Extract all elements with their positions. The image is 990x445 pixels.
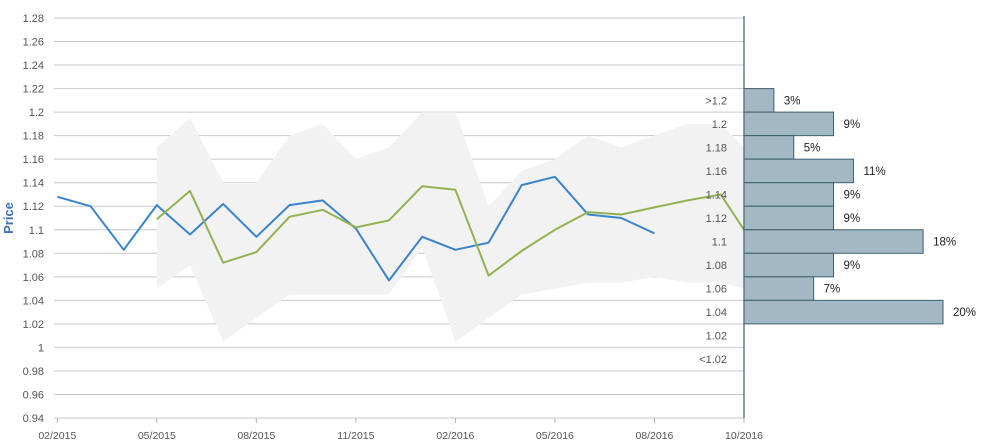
x-tick-label: 08/2016 <box>635 430 673 442</box>
histogram-percent-label: 9% <box>844 213 861 225</box>
y-tick-label: 1.02 <box>23 319 44 331</box>
histogram-percent-label: 11% <box>863 166 885 178</box>
y-tick-label: 1.28 <box>23 13 44 25</box>
series-lines <box>57 175 745 282</box>
histogram-percent-label: 9% <box>844 119 861 131</box>
x-tick-label: 05/2016 <box>536 430 574 442</box>
histogram-bin-label: <1.02 <box>699 354 727 366</box>
histogram-bin-label: 1.08 <box>706 260 727 272</box>
y-tick-label: 0.96 <box>23 389 44 401</box>
x-tick-label: 02/2016 <box>436 430 474 442</box>
y-tick-label: 1.1 <box>29 225 44 237</box>
histogram-bin-label: 1.14 <box>706 189 727 201</box>
y-tick-label: 1 <box>38 342 44 354</box>
y-tick-label: 1.12 <box>23 201 44 213</box>
histogram-percent-label: 18% <box>933 237 956 249</box>
histogram-bin-label: 1.12 <box>706 213 727 225</box>
x-tick-label: 11/2015 <box>337 430 374 442</box>
histogram-bin-label: 1.06 <box>706 284 727 296</box>
histogram-bar <box>743 88 775 113</box>
histogram-percent-label: 5% <box>804 142 821 154</box>
y-axis-label: Price <box>1 202 16 234</box>
y-tick-label: 1.04 <box>23 295 44 307</box>
histogram-bar <box>743 182 835 207</box>
histogram-bin-label: 1.18 <box>706 142 727 154</box>
histogram-percent-label: 3% <box>784 95 801 107</box>
histogram-bin-label: 1.02 <box>706 331 727 343</box>
range-band <box>156 112 745 342</box>
histogram-bar <box>743 135 795 160</box>
price-line-green <box>156 185 745 277</box>
x-tick-label: 05/2015 <box>138 430 176 442</box>
histogram-bar <box>743 205 835 231</box>
y-tick-label: 0.98 <box>23 366 44 378</box>
histogram-bin-label: 1.1 <box>712 237 727 249</box>
price-line-blue <box>57 175 655 282</box>
histogram-percent-label: 7% <box>824 284 841 296</box>
histogram-bin-label: 1.2 <box>712 119 727 131</box>
histogram-bin-label: 1.16 <box>706 166 727 178</box>
histogram-percent-label: 20% <box>953 307 976 319</box>
y-tick-label: 1.06 <box>23 272 44 284</box>
y-tick-label: 1.16 <box>23 154 44 166</box>
range-band-area <box>156 112 745 342</box>
x-tick-label: 02/2015 <box>38 430 76 442</box>
histogram-bar <box>743 252 835 278</box>
histogram-percent-label: 9% <box>844 260 861 272</box>
axes: 0.94 0.96 0.98 1 1.02 1.04 1.06 1.08 1.1 1.12 1.14… <box>23 13 764 442</box>
y-tick-label: 1.22 <box>23 84 44 96</box>
histogram-bar <box>743 158 854 184</box>
y-tick-label: 1.24 <box>23 60 44 72</box>
y-tick-label: 0.94 <box>23 413 44 425</box>
y-tick-label: 1.26 <box>23 37 44 49</box>
x-tick-label: 08/2015 <box>237 430 275 442</box>
histogram-bar <box>743 229 924 254</box>
histogram-bar <box>743 111 835 137</box>
x-tick-label: 10/2016 <box>725 430 763 442</box>
histogram-bin-label: 1.04 <box>706 307 727 319</box>
histogram: >1.2 1.2 1.18 1.16 1.14 1.12 1.1 1.08 1.06 1.04 1.… <box>699 88 976 366</box>
histogram-bar <box>743 299 944 325</box>
histogram-bar <box>743 276 815 301</box>
y-tick-label: 1.18 <box>23 131 44 143</box>
y-tick-label: 1.14 <box>23 178 44 190</box>
y-tick-label: 1.08 <box>23 248 44 260</box>
y-tick-label: 1.2 <box>29 107 44 119</box>
histogram-bin-label: >1.2 <box>705 95 727 107</box>
histogram-percent-label: 9% <box>844 189 861 201</box>
